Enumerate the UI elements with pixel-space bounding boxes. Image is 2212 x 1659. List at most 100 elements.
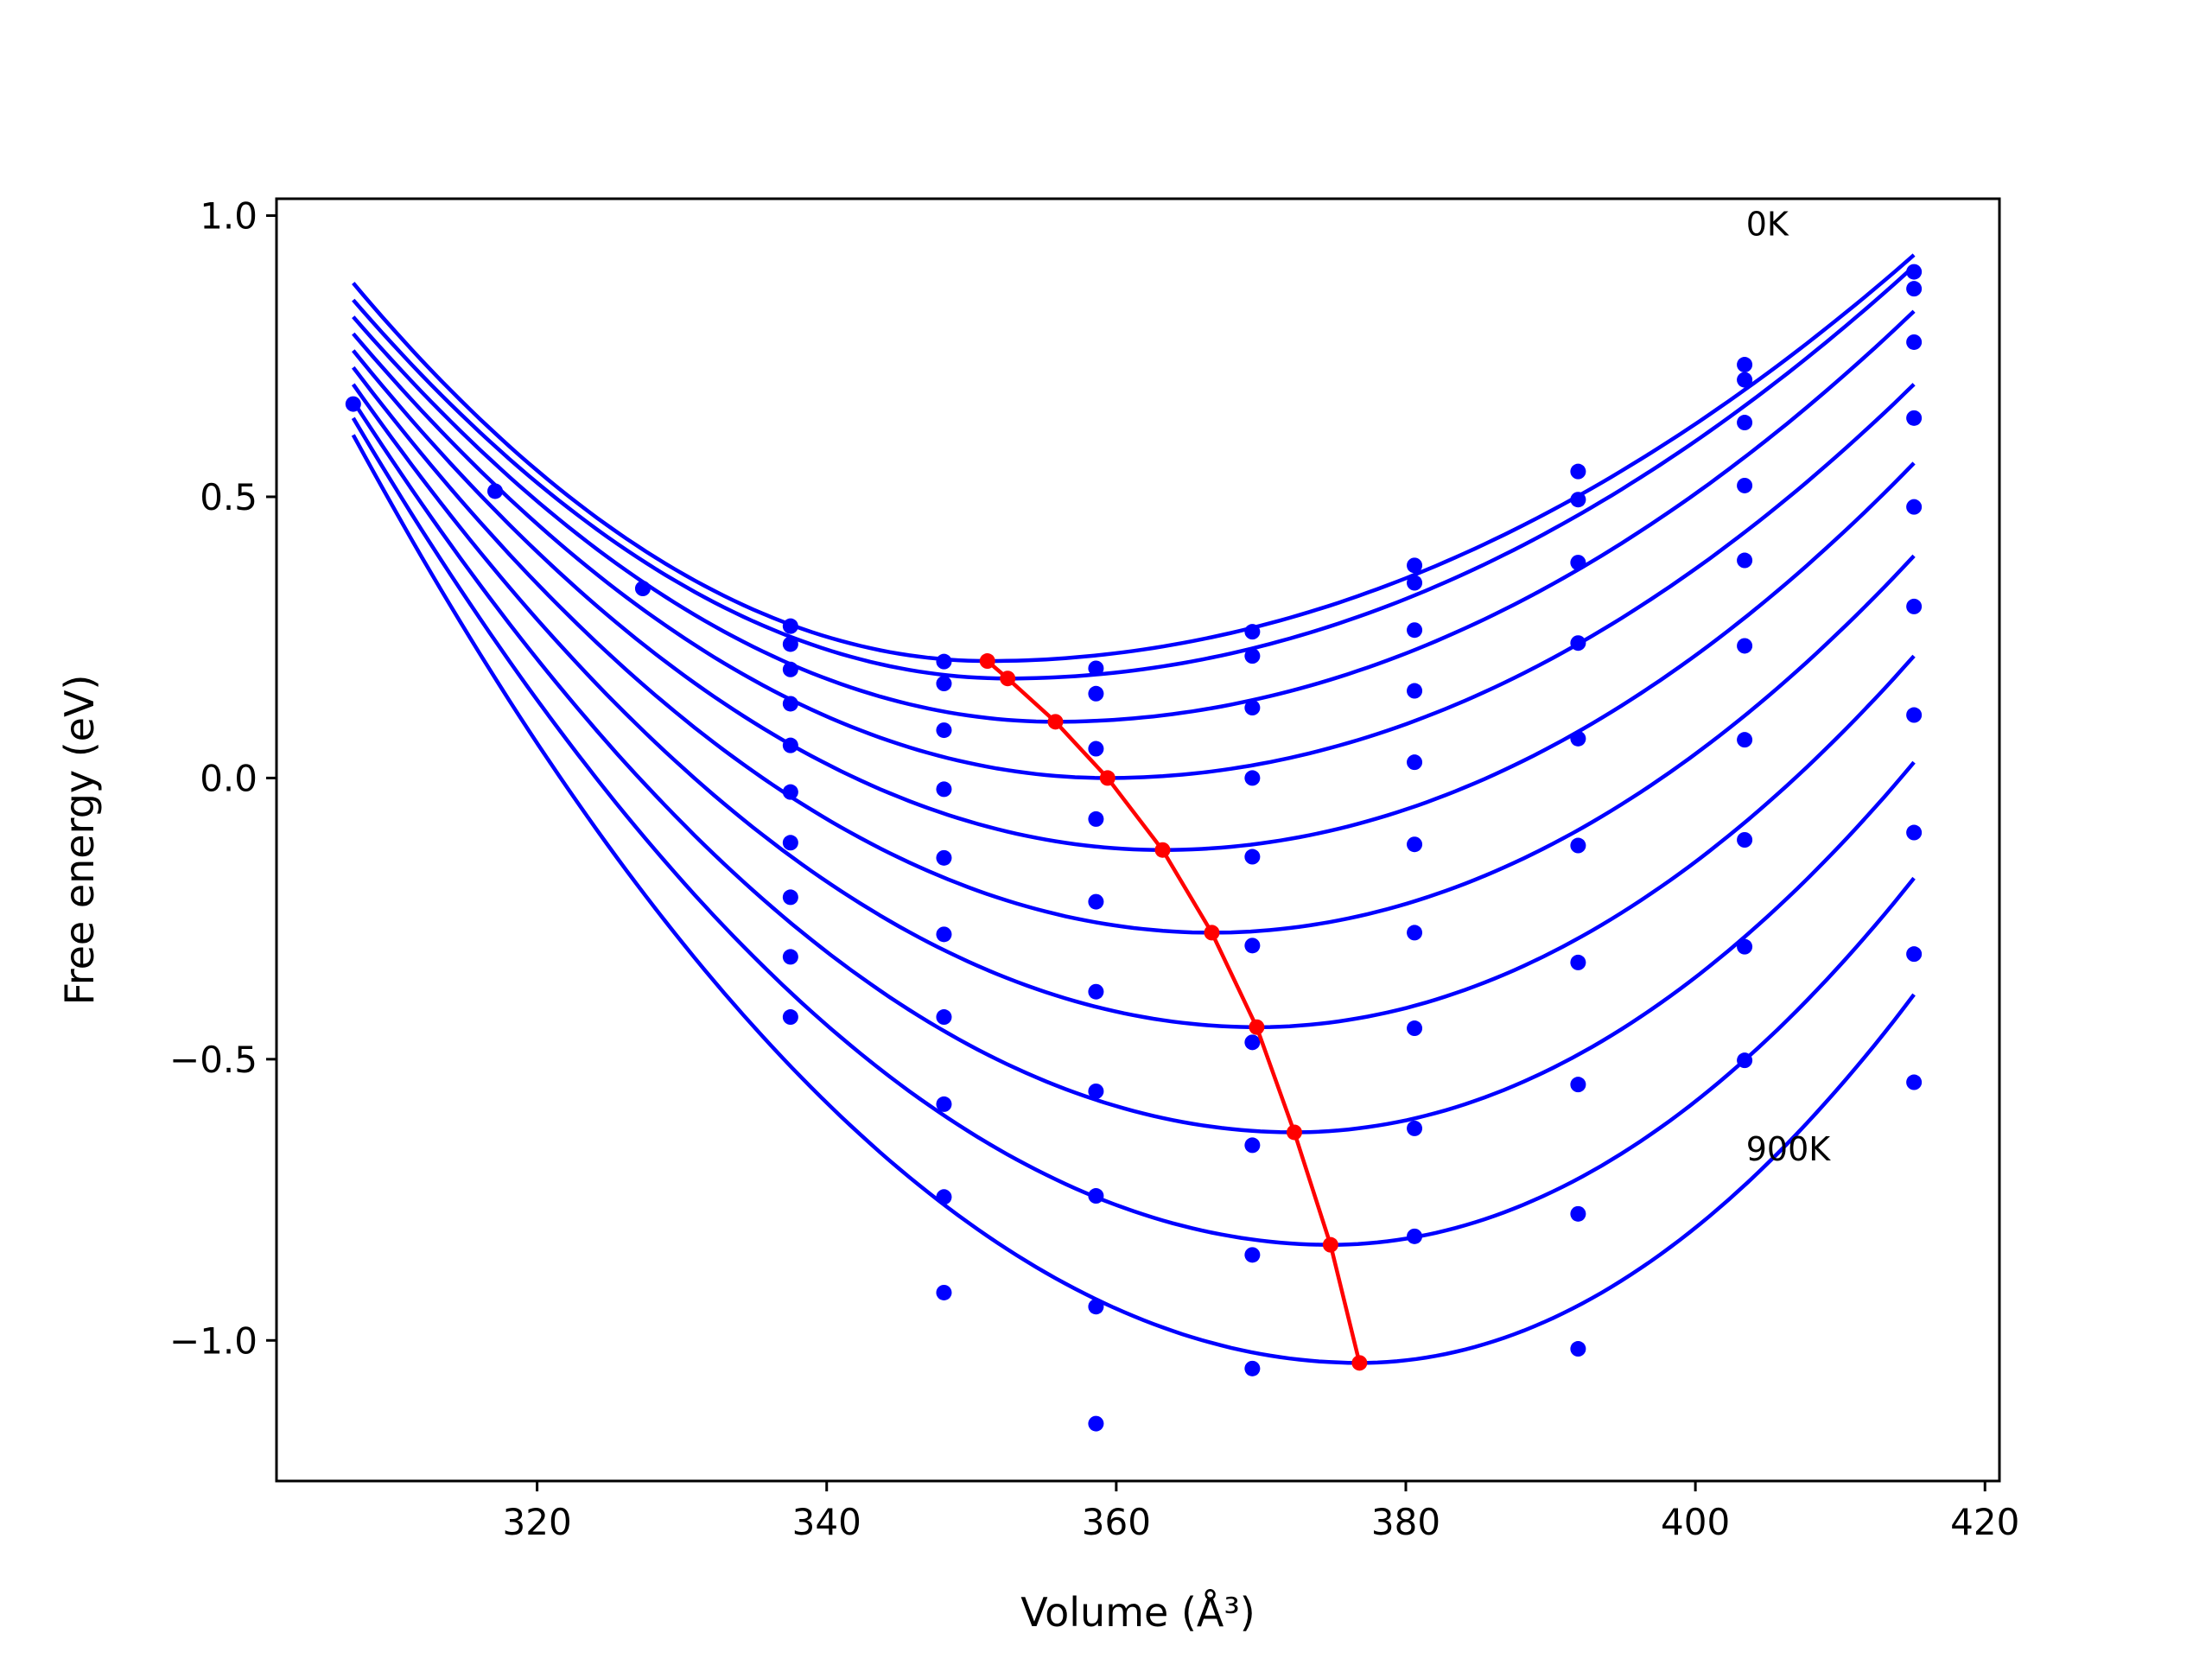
minimum-path-line bbox=[986, 659, 1362, 1363]
data-point bbox=[1570, 492, 1586, 508]
y-axis-label: Free energy (eV) bbox=[56, 675, 103, 1006]
data-point bbox=[1906, 334, 1923, 350]
data-point bbox=[1244, 648, 1261, 664]
x-tick-label: 320 bbox=[503, 1501, 572, 1543]
data-point bbox=[1088, 1083, 1104, 1099]
data-point bbox=[782, 636, 798, 652]
data-point bbox=[1088, 660, 1104, 677]
data-point bbox=[1570, 837, 1586, 854]
data-point bbox=[1088, 685, 1104, 702]
minimum-point bbox=[1204, 925, 1220, 941]
data-point bbox=[1407, 836, 1423, 853]
fit-curve-5 bbox=[352, 365, 1916, 935]
minimum-point bbox=[1249, 1019, 1265, 1035]
y-tick-label: −1.0 bbox=[169, 1319, 257, 1362]
data-point bbox=[1906, 499, 1923, 515]
fit-curve-1 bbox=[352, 264, 1916, 681]
fit-curves bbox=[351, 253, 1916, 1365]
data-point bbox=[936, 849, 952, 866]
data-point bbox=[782, 889, 798, 906]
data-point bbox=[782, 618, 798, 634]
data-point bbox=[1407, 575, 1423, 591]
data-point bbox=[782, 949, 798, 965]
data-point bbox=[1244, 1360, 1261, 1376]
data-point bbox=[1737, 372, 1753, 388]
data-point bbox=[634, 581, 651, 597]
data-point bbox=[1088, 893, 1104, 910]
x-tick-label: 420 bbox=[1950, 1501, 2019, 1543]
annotation-0k: 0K bbox=[1746, 205, 1789, 243]
data-point bbox=[1088, 1188, 1104, 1205]
y-tick-label: −0.5 bbox=[169, 1039, 257, 1081]
data-point bbox=[1407, 683, 1423, 699]
data-point bbox=[1244, 1034, 1261, 1051]
data-point bbox=[1570, 635, 1586, 652]
minimum-point bbox=[1047, 714, 1064, 730]
data-point bbox=[1407, 925, 1423, 941]
data-point bbox=[936, 1009, 952, 1026]
minimum-point bbox=[1322, 1236, 1338, 1253]
x-axis-label: Volume (Å³) bbox=[1020, 1589, 1255, 1636]
data-point bbox=[1088, 1415, 1104, 1432]
data-point bbox=[1088, 983, 1104, 1000]
data-point bbox=[1906, 281, 1923, 297]
data-point bbox=[1570, 730, 1586, 747]
minimum-point bbox=[979, 653, 995, 670]
data-point bbox=[1570, 1341, 1586, 1357]
data-point bbox=[782, 835, 798, 851]
y-tick-label: 0.0 bbox=[200, 757, 257, 799]
data-points bbox=[345, 264, 1923, 1432]
fit-curve-4 bbox=[352, 349, 1916, 852]
data-point bbox=[1737, 552, 1753, 569]
data-point bbox=[1407, 622, 1423, 639]
data-point bbox=[1244, 700, 1261, 716]
data-point bbox=[1407, 557, 1423, 574]
data-point bbox=[1244, 1137, 1261, 1154]
data-point bbox=[487, 483, 504, 499]
fit-curve-6 bbox=[351, 383, 1916, 1029]
plot-frame bbox=[275, 197, 2001, 1483]
data-point bbox=[1570, 954, 1586, 970]
data-point bbox=[1244, 1247, 1261, 1263]
data-point bbox=[1737, 638, 1753, 654]
data-point bbox=[1244, 770, 1261, 786]
data-point bbox=[782, 1009, 798, 1026]
data-point bbox=[1906, 946, 1923, 963]
data-point bbox=[1737, 357, 1753, 373]
minimum-point bbox=[1000, 671, 1016, 687]
x-tick-label: 360 bbox=[1082, 1501, 1151, 1543]
data-point bbox=[1906, 598, 1923, 614]
data-point bbox=[1906, 1074, 1923, 1090]
data-point bbox=[1570, 1077, 1586, 1093]
data-point bbox=[1088, 741, 1104, 757]
minimum-point bbox=[1286, 1124, 1302, 1141]
data-point bbox=[936, 1096, 952, 1112]
data-point bbox=[1737, 938, 1753, 955]
data-point bbox=[1244, 938, 1261, 954]
data-point bbox=[1737, 1052, 1753, 1069]
data-point bbox=[936, 781, 952, 798]
data-point bbox=[782, 784, 798, 800]
data-point bbox=[1407, 1228, 1423, 1244]
y-axis-ticks: −1.0 −0.5 0.0 0.5 1.0 bbox=[169, 195, 276, 1362]
minimum-point bbox=[1099, 770, 1116, 786]
data-point bbox=[1906, 707, 1923, 723]
data-point bbox=[936, 1189, 952, 1205]
data-point bbox=[782, 737, 798, 753]
data-point bbox=[936, 676, 952, 692]
data-point bbox=[936, 722, 952, 739]
data-point bbox=[1906, 410, 1923, 426]
data-point bbox=[782, 696, 798, 712]
data-point bbox=[1906, 264, 1923, 280]
data-point bbox=[1737, 477, 1753, 493]
fit-curve-7 bbox=[351, 400, 1916, 1135]
fit-curve-0 bbox=[352, 253, 1916, 664]
fit-curve-8 bbox=[351, 416, 1916, 1247]
data-point bbox=[1737, 732, 1753, 748]
data-point bbox=[1407, 1020, 1423, 1037]
data-point bbox=[1906, 824, 1923, 841]
fit-curve-9 bbox=[351, 434, 1916, 1365]
annotation-900k: 900K bbox=[1746, 1130, 1832, 1168]
